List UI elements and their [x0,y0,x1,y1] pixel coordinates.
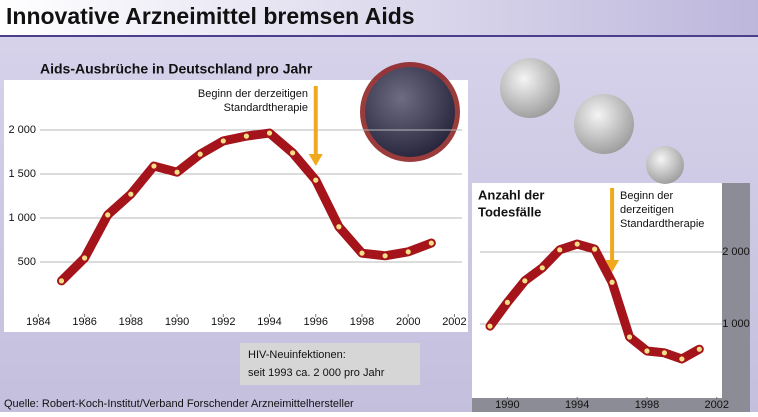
source: Quelle: Robert-Koch-Institut/Verband For… [4,398,354,410]
data-point [151,163,157,169]
data-point [405,249,411,255]
x-tick-label: 1988 [119,316,143,328]
x-tick-label: 2002 [442,316,466,328]
data-point [644,348,650,354]
annotation: derzeitigen [620,204,674,216]
data-point [336,224,342,230]
data-point [487,323,493,329]
data-point [661,350,668,356]
chart-title: Anzahl der [478,187,544,202]
data-point [105,212,111,218]
data-point [266,130,273,136]
x-tick-label: 1984 [26,316,50,328]
y-tick-label: 1 000 [8,212,36,224]
x-tick-label: 1990 [495,399,519,411]
x-tick-label: 1990 [165,316,189,328]
annotation-arrow-head [605,260,620,272]
virus-decoration [360,58,684,184]
data-point [696,346,702,352]
data-point [359,250,365,256]
x-tick-label: 2000 [396,316,420,328]
y-tick-label: 2 000 [722,246,750,258]
y-tick-label: 1 500 [8,168,36,180]
x-tick-label: 1992 [211,316,235,328]
data-point [592,246,598,252]
axis-strip [722,183,750,412]
page-title: Innovative Arzneimittel bremsen Aids [6,3,415,29]
data-point [504,299,511,306]
data-point [58,278,65,284]
x-tick-label: 1998 [635,399,659,411]
y-tick-label: 2 000 [8,124,36,136]
annotation: Standardtherapie [620,218,704,230]
data-point [81,255,88,261]
axis-strip [472,398,722,412]
data-point [679,356,685,362]
annotation: Beginn der [620,190,674,202]
chart-title: Aids-Ausbrüche in Deutschland pro Jahr [40,61,313,77]
annotation-arrow-head [308,154,323,166]
data-point [609,279,615,285]
data-point [243,133,250,139]
data-point [626,334,633,340]
y-tick-label: 500 [18,256,36,268]
data-point [313,177,319,183]
data-point [290,150,296,156]
x-tick-label: 1994 [565,399,589,411]
x-tick-label: 1986 [72,316,96,328]
x-tick-label: 1998 [350,316,374,328]
data-point [557,247,563,253]
data-point [428,240,434,246]
data-point [382,253,388,259]
data-point [197,151,203,157]
note-box [240,343,420,385]
note-text: HIV-Neuinfektionen: [248,349,346,361]
data-point [539,265,545,271]
data-point [574,241,580,247]
annotation: Beginn der derzeitigen [198,88,308,100]
annotation: Standardtherapie [224,102,308,114]
header-band [0,0,758,36]
note-text: seit 1993 ca. 2 000 pro Jahr [248,367,385,379]
x-tick-label: 2002 [705,399,729,411]
data-point [128,191,134,197]
data-point [174,169,180,175]
y-tick-label: 1 000 [722,318,750,330]
x-tick-label: 1994 [257,316,281,328]
chart-title: Todesfälle [478,204,541,219]
data-point [220,138,226,144]
data-point [522,278,528,284]
x-tick-label: 1996 [304,316,328,328]
